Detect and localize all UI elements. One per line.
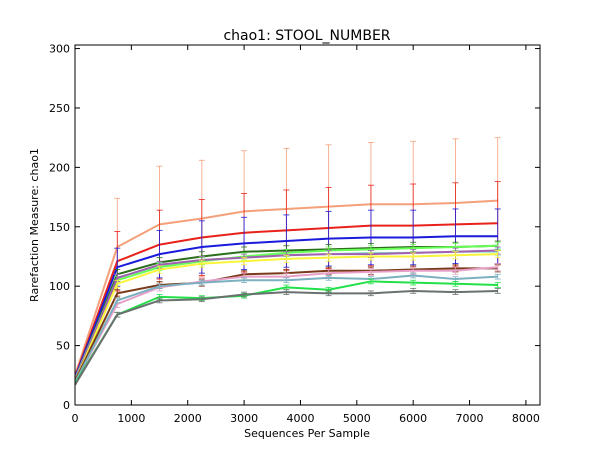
y-tick-label: 200 bbox=[49, 161, 70, 174]
y-tick-label: 300 bbox=[49, 43, 70, 56]
x-tick-label: 5000 bbox=[343, 412, 371, 425]
x-tick-label: 2000 bbox=[174, 412, 202, 425]
x-tick-label: 6000 bbox=[399, 412, 427, 425]
x-tick-label: 1000 bbox=[117, 412, 145, 425]
x-axis-label: Sequences Per Sample bbox=[244, 427, 370, 440]
y-tick-label: 150 bbox=[49, 221, 70, 234]
y-axis-label: Rarefaction Measure: chao1 bbox=[28, 148, 41, 302]
x-tick-label: 4000 bbox=[286, 412, 314, 425]
x-tick-label: 7000 bbox=[456, 412, 484, 425]
chart-title: chao1: STOOL_NUMBER bbox=[223, 28, 390, 44]
x-tick-label: 3000 bbox=[230, 412, 258, 425]
y-tick-label: 50 bbox=[56, 340, 70, 353]
y-tick-label: 250 bbox=[49, 102, 70, 115]
y-tick-label: 0 bbox=[63, 399, 70, 412]
x-tick-label: 8000 bbox=[512, 412, 540, 425]
x-tick-label: 0 bbox=[72, 412, 79, 425]
y-tick-label: 100 bbox=[49, 280, 70, 293]
